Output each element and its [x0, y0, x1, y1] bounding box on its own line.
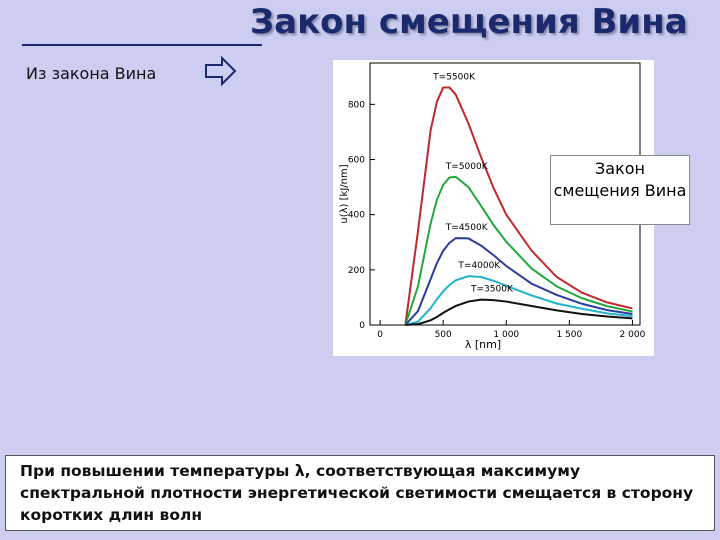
series-label: T=5500K — [432, 73, 476, 83]
x-tick-label: 0 — [377, 330, 383, 340]
y-axis-label: u(λ) [kJ/nm] — [339, 164, 350, 223]
slide-title: Закон смещения Вина — [250, 2, 688, 42]
x-axis-label: λ [nm] — [465, 338, 501, 351]
callout-box: Закон смещения Вина — [550, 155, 690, 225]
series-line — [404, 86, 633, 326]
y-tick-label: 0 — [359, 321, 365, 331]
title-rule — [22, 44, 262, 46]
footer-text: При повышении температуры λ, соответству… — [5, 455, 715, 531]
x-tick-label: 2 000 — [620, 330, 646, 340]
series-label: T=4500K — [445, 223, 489, 233]
x-tick-label: 500 — [435, 330, 452, 340]
series-label: T=5000K — [445, 162, 489, 172]
series-line — [404, 237, 633, 326]
y-tick-label: 600 — [348, 156, 365, 166]
series-label: T=4000K — [457, 261, 501, 271]
y-tick-label: 400 — [348, 211, 365, 221]
arrow-icon — [205, 56, 237, 86]
y-tick-label: 200 — [348, 266, 365, 276]
x-tick-label: 1 500 — [556, 330, 582, 340]
series-label: T=3500K — [470, 285, 514, 295]
series-line — [404, 175, 633, 326]
series-line — [405, 275, 633, 326]
x-tick-label: 1 000 — [493, 330, 519, 340]
series-line — [405, 298, 633, 326]
y-tick-label: 800 — [348, 100, 365, 110]
subtitle: Из закона Вина — [26, 64, 157, 83]
